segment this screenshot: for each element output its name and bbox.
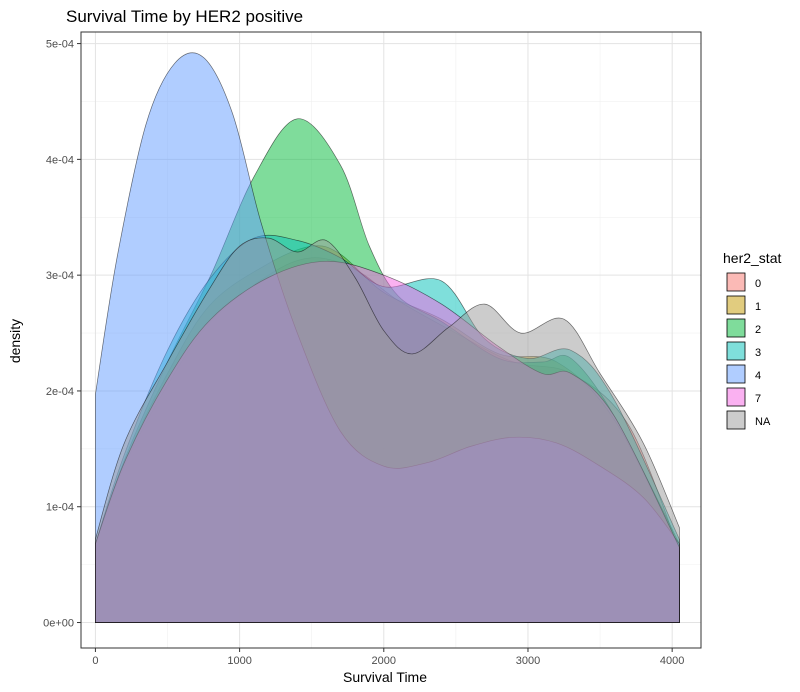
legend-label: 1 [755,301,761,313]
legend-label: 7 [755,393,761,405]
legend-swatch-3 [726,341,746,361]
legend-title: her2_stat [723,250,781,266]
x-tick-label: 1000 [227,655,251,667]
x-tick-label: 3000 [516,655,540,667]
plot-panel: 0 1000 2000 3000 4000 0e+00 1e-04 2e-04 3e-04 4e-… [43,31,702,667]
legend-label: NA [755,416,771,428]
legend-label: 3 [755,347,761,359]
density-area-na [95,237,680,623]
y-tick-label: 3e-04 [46,270,74,282]
legend-label: 4 [755,370,761,382]
legend-swatch-0 [726,272,746,292]
y-tick-label: 1e-04 [46,502,74,514]
x-tick-label: 0 [92,655,98,667]
legend-swatch-7 [726,387,746,407]
legend-swatch-na [726,410,746,430]
y-tick-label: 4e-04 [46,154,74,166]
legend: 0 1 2 3 4 7 NA [726,272,771,430]
panel-border [80,31,702,649]
y-tick-label: 5e-04 [46,39,74,51]
x-tick-label: 4000 [660,655,684,667]
y-tick-label: 0e+00 [43,618,74,630]
chart-title: Survival Time by HER2 positive [66,7,303,26]
legend-swatch-2 [726,318,746,338]
y-tick-label: 2e-04 [46,386,74,398]
x-tick-label: 2000 [372,655,396,667]
legend-swatch-4 [726,364,746,384]
legend-swatch-1 [726,295,746,315]
legend-label: 0 [755,278,761,290]
x-axis-title: Survival Time [343,669,427,685]
y-axis-title: density [7,319,23,363]
legend-label: 2 [755,324,761,336]
